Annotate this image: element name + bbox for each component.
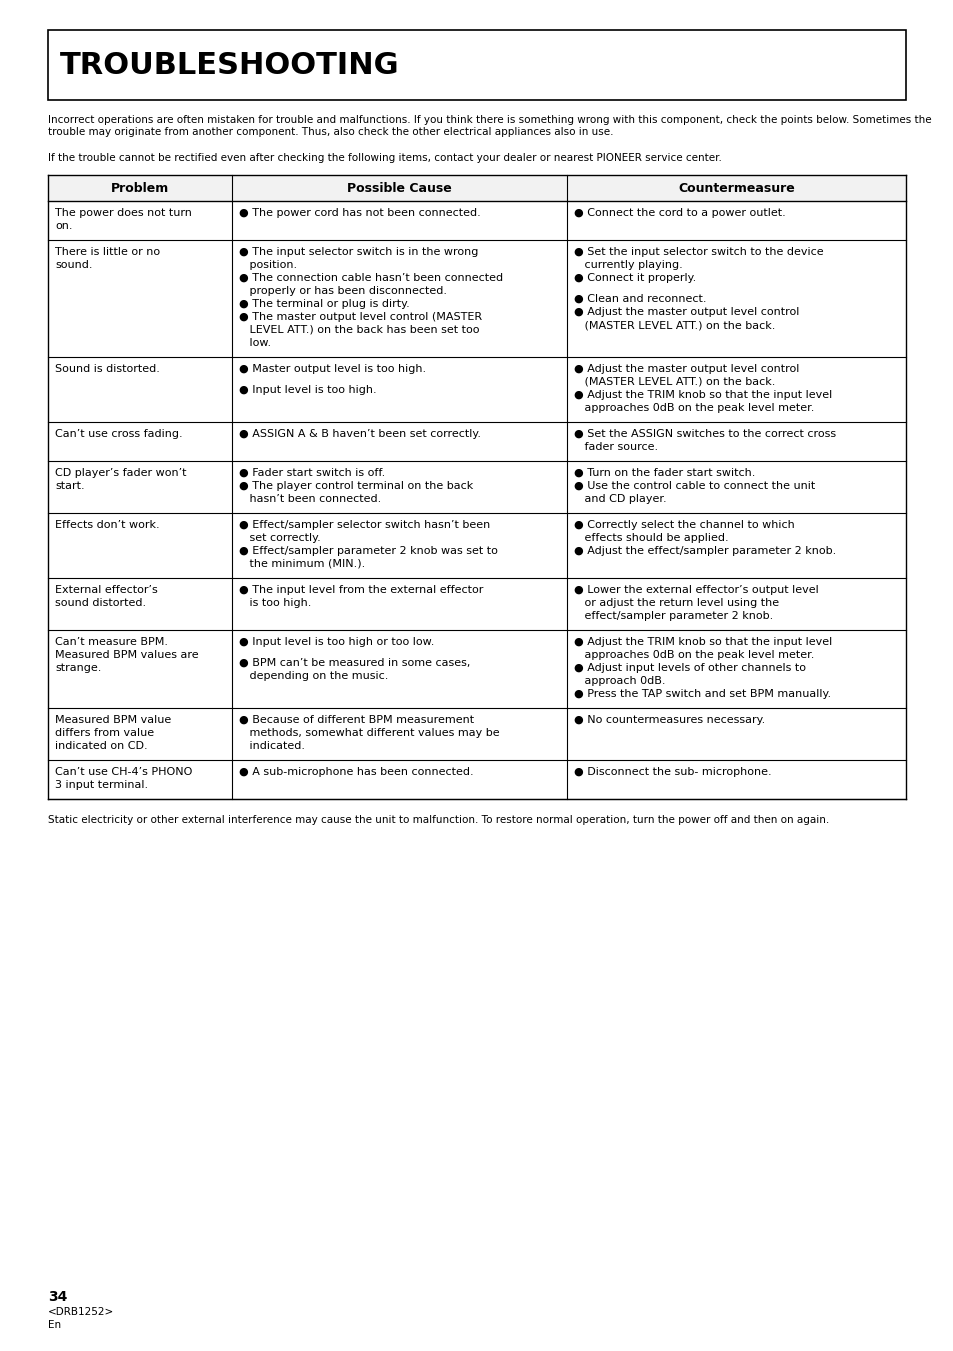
Text: ● Clean and reconnect.: ● Clean and reconnect. [574,295,706,304]
Text: ● Set the input selector switch to the device: ● Set the input selector switch to the d… [574,247,822,257]
Text: ● The input selector switch is in the wrong: ● The input selector switch is in the wr… [239,247,478,257]
Text: currently playing.: currently playing. [574,259,682,270]
Text: ● Effect/sampler selector switch hasn’t been: ● Effect/sampler selector switch hasn’t … [239,520,490,530]
Text: Incorrect operations are often mistaken for trouble and malfunctions. If you thi: Incorrect operations are often mistaken … [48,115,931,136]
Text: or adjust the return level using the: or adjust the return level using the [574,598,779,608]
Text: ● Connect it properly.: ● Connect it properly. [574,273,696,282]
Text: ● Adjust the effect/sampler parameter 2 knob.: ● Adjust the effect/sampler parameter 2 … [574,546,836,557]
Text: methods, somewhat different values may be: methods, somewhat different values may b… [239,728,499,738]
Text: Can’t measure BPM.: Can’t measure BPM. [55,638,168,647]
Text: ● Input level is too high or too low.: ● Input level is too high or too low. [239,638,435,647]
Text: on.: on. [55,222,72,231]
Text: approaches 0dB on the peak level meter.: approaches 0dB on the peak level meter. [574,650,814,661]
Text: ● A sub-microphone has been connected.: ● A sub-microphone has been connected. [239,767,474,777]
Text: ● Use the control cable to connect the unit: ● Use the control cable to connect the u… [574,481,815,490]
Text: ● Lower the external effector’s output level: ● Lower the external effector’s output l… [574,585,818,594]
Text: ● Press the TAP switch and set BPM manually.: ● Press the TAP switch and set BPM manua… [574,689,830,698]
Text: properly or has been disconnected.: properly or has been disconnected. [239,286,447,296]
Text: is too high.: is too high. [239,598,312,608]
Text: Effects don’t work.: Effects don’t work. [55,520,159,530]
Text: approaches 0dB on the peak level meter.: approaches 0dB on the peak level meter. [574,403,814,413]
Text: Countermeasure: Countermeasure [678,181,794,195]
Text: External effector’s: External effector’s [55,585,157,594]
Text: TROUBLESHOOTING: TROUBLESHOOTING [60,50,399,80]
Text: indicated.: indicated. [239,740,305,751]
Text: and CD player.: and CD player. [574,494,666,504]
Bar [48,176,905,201]
Text: If the trouble cannot be rectified even after checking the following items, cont: If the trouble cannot be rectified even … [48,153,721,163]
Text: low.: low. [239,338,272,349]
Text: ● The terminal or plug is dirty.: ● The terminal or plug is dirty. [239,299,410,309]
Text: ● Connect the cord to a power outlet.: ● Connect the cord to a power outlet. [574,208,785,218]
Text: ● Turn on the fader start switch.: ● Turn on the fader start switch. [574,467,755,478]
Text: depending on the music.: depending on the music. [239,671,389,681]
Text: There is little or no: There is little or no [55,247,160,257]
Text: start.: start. [55,481,85,490]
Text: differs from value: differs from value [55,728,154,738]
Text: indicated on CD.: indicated on CD. [55,740,148,751]
Text: ● Adjust the master output level control: ● Adjust the master output level control [574,363,799,374]
Text: ● Effect/sampler parameter 2 knob was set to: ● Effect/sampler parameter 2 knob was se… [239,546,497,557]
Text: ● Disconnect the sub- microphone.: ● Disconnect the sub- microphone. [574,767,771,777]
Text: ● Master output level is too high.: ● Master output level is too high. [239,363,426,374]
Text: sound.: sound. [55,259,92,270]
Text: sound distorted.: sound distorted. [55,598,146,608]
Text: Problem: Problem [111,181,170,195]
Text: position.: position. [239,259,297,270]
Bar [48,30,905,100]
Text: (MASTER LEVEL ATT.) on the back.: (MASTER LEVEL ATT.) on the back. [574,377,775,386]
Text: Measured BPM value: Measured BPM value [55,715,172,725]
Text: the minimum (MIN.).: the minimum (MIN.). [239,559,365,569]
Text: <DRB1252>: <DRB1252> [48,1306,114,1317]
Text: ● Fader start switch is off.: ● Fader start switch is off. [239,467,385,478]
Text: 34: 34 [48,1290,68,1304]
Text: Static electricity or other external interference may cause the unit to malfunct: Static electricity or other external int… [48,815,828,825]
Text: ● Input level is too high.: ● Input level is too high. [239,385,376,394]
Text: LEVEL ATT.) on the back has been set too: LEVEL ATT.) on the back has been set too [239,326,479,335]
Text: ● Adjust the TRIM knob so that the input level: ● Adjust the TRIM knob so that the input… [574,638,831,647]
Text: ● Adjust the master output level control: ● Adjust the master output level control [574,307,799,317]
Text: ● The master output level control (MASTER: ● The master output level control (MASTE… [239,312,482,322]
Text: The power does not turn: The power does not turn [55,208,192,218]
Text: ● ASSIGN A & B haven’t been set correctly.: ● ASSIGN A & B haven’t been set correctl… [239,430,481,439]
Text: Can’t use CH-4’s PHONO: Can’t use CH-4’s PHONO [55,767,193,777]
Text: effect/sampler parameter 2 knob.: effect/sampler parameter 2 knob. [574,611,773,621]
Text: strange.: strange. [55,663,101,673]
Text: approach 0dB.: approach 0dB. [574,676,665,686]
Text: Measured BPM values are: Measured BPM values are [55,650,198,661]
Text: set correctly.: set correctly. [239,534,321,543]
Text: ● Because of different BPM measurement: ● Because of different BPM measurement [239,715,474,725]
Text: ● BPM can’t be measured in some cases,: ● BPM can’t be measured in some cases, [239,658,471,667]
Text: En: En [48,1320,61,1329]
Text: Can’t use cross fading.: Can’t use cross fading. [55,430,182,439]
Text: ● The input level from the external effector: ● The input level from the external effe… [239,585,483,594]
Text: ● The player control terminal on the back: ● The player control terminal on the bac… [239,481,474,490]
Text: CD player’s fader won’t: CD player’s fader won’t [55,467,186,478]
Text: Possible Cause: Possible Cause [347,181,452,195]
Text: ● Adjust input levels of other channels to: ● Adjust input levels of other channels … [574,663,805,673]
Text: fader source.: fader source. [574,442,658,453]
Text: ● The power cord has not been connected.: ● The power cord has not been connected. [239,208,480,218]
Text: (MASTER LEVEL ATT.) on the back.: (MASTER LEVEL ATT.) on the back. [574,320,775,330]
Text: ● No countermeasures necessary.: ● No countermeasures necessary. [574,715,764,725]
Text: ● Correctly select the channel to which: ● Correctly select the channel to which [574,520,794,530]
Text: ● Set the ASSIGN switches to the correct cross: ● Set the ASSIGN switches to the correct… [574,430,836,439]
Text: effects should be applied.: effects should be applied. [574,534,728,543]
Text: ● The connection cable hasn’t been connected: ● The connection cable hasn’t been conne… [239,273,503,282]
Text: hasn’t been connected.: hasn’t been connected. [239,494,381,504]
Text: ● Adjust the TRIM knob so that the input level: ● Adjust the TRIM knob so that the input… [574,390,831,400]
Text: 3 input terminal.: 3 input terminal. [55,780,148,790]
Text: Sound is distorted.: Sound is distorted. [55,363,160,374]
